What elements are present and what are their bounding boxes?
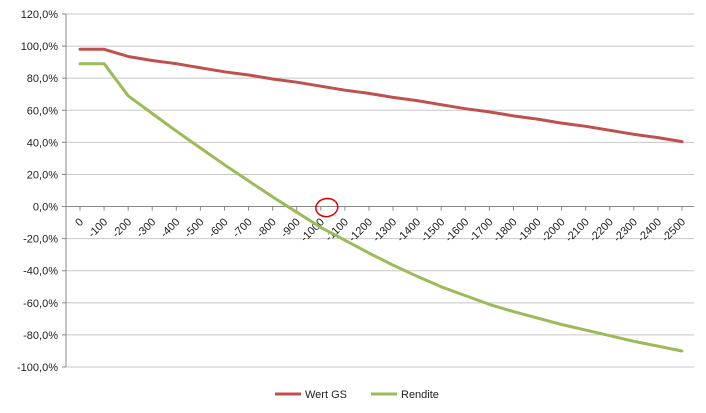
legend: Wert GS Rendite <box>275 389 439 401</box>
y-tick-label: 60,0% <box>27 105 58 117</box>
series-line-rendite <box>78 62 684 353</box>
x-tick-label: -1200 <box>347 216 375 244</box>
y-tick-label: -40,0% <box>23 266 58 278</box>
x-tick-label: -2300 <box>612 216 640 244</box>
highlight-circle <box>315 197 339 218</box>
x-tick-label: -500 <box>182 216 206 240</box>
x-tick-label: -1800 <box>491 216 519 244</box>
x-tick-label: -400 <box>158 216 182 240</box>
x-tick-label: -1900 <box>515 216 543 244</box>
x-tick-label: -1600 <box>443 216 471 244</box>
axes: 120,0% 100,0% 80,0% 60,0% 40,0% 20,0% 0,0% -20,… <box>17 9 694 374</box>
x-tick-label: 0 <box>73 216 86 229</box>
legend-label: Wert GS <box>305 389 347 401</box>
x-tick-label: -2000 <box>539 216 567 244</box>
series-line-wert-gs <box>78 47 684 144</box>
x-tick-label: -200 <box>110 216 134 240</box>
x-tick-label: -1000 <box>299 216 327 244</box>
x-tick-label: -600 <box>207 216 231 240</box>
y-tick-label: 80,0% <box>27 73 58 85</box>
y-tick-label: 40,0% <box>27 137 58 149</box>
x-tick-label: -700 <box>231 216 255 240</box>
y-tick-label: -60,0% <box>23 298 58 310</box>
annotations <box>315 197 339 218</box>
series-lines <box>78 47 684 353</box>
x-tick-label: -300 <box>134 216 158 240</box>
legend-label: Rendite <box>401 389 439 401</box>
x-tick-label: -2500 <box>660 216 688 244</box>
y-tick-label: 0,0% <box>33 202 58 214</box>
x-tick-label: -2200 <box>587 216 615 244</box>
x-tick-label: -2400 <box>636 216 664 244</box>
y-tick-label: 100,0% <box>21 41 59 53</box>
x-tick-label: -1400 <box>395 216 423 244</box>
x-tick-label: -100 <box>86 216 110 240</box>
y-tick-label: -80,0% <box>23 330 58 342</box>
x-tick-label: -800 <box>255 216 279 240</box>
gridlines <box>66 13 694 368</box>
x-tick-label: -1700 <box>467 216 495 244</box>
y-tick-label: -100,0% <box>17 362 58 374</box>
y-tick-label: 120,0% <box>21 9 59 21</box>
x-tick-label: -1300 <box>371 216 399 244</box>
y-tick-label: 20,0% <box>27 169 58 181</box>
y-tick-label: -20,0% <box>23 234 58 246</box>
x-tick-label: -2100 <box>563 216 591 244</box>
x-tick-label: -1500 <box>419 216 447 244</box>
